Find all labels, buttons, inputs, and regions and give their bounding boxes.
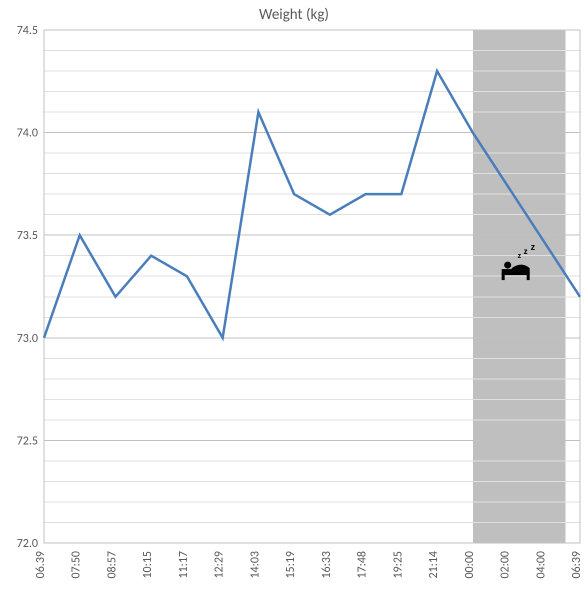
x-tick-label: 06.39: [34, 551, 48, 578]
y-tick-label: 73.5: [17, 229, 38, 243]
x-tick-label: 02:00: [499, 551, 513, 579]
chart-title: Weight (kg): [0, 6, 588, 24]
y-tick-label: 74.0: [17, 127, 38, 141]
x-tick-label: 00:00: [463, 551, 477, 579]
sleep-z: z: [518, 253, 522, 260]
y-tick-label: 72.0: [17, 537, 38, 551]
chart-canvas: 72.0 72.5 73.0 73.5 74.0 74.5 06.39 07:50 08:57 1…: [0, 0, 588, 603]
sleep-shaded-region: [473, 30, 566, 543]
x-tick-label: 14:03: [248, 551, 262, 579]
y-tick-label: 72.5: [17, 434, 38, 448]
sleep-z: z: [531, 242, 536, 252]
y-tick-label: 74.5: [17, 24, 38, 38]
x-tick-label: 07:50: [70, 551, 84, 579]
y-tick-label: 73.0: [17, 332, 38, 346]
weight-line-chart: Weight (kg) 72.0 72.5 73.0 73.5 74.0 74.5 06.3…: [0, 0, 588, 603]
x-tick-label: 10:15: [141, 551, 155, 579]
sleep-z: z: [524, 247, 528, 256]
x-tick-label: 21:14: [427, 551, 441, 579]
x-tick-label: 19:25: [391, 551, 405, 579]
x-tick-label: 06:39: [570, 551, 584, 579]
x-tick-label: 16:33: [320, 551, 334, 579]
x-tick-label: 17:48: [356, 551, 370, 579]
x-tick-label: 04:00: [534, 551, 548, 579]
x-tick-label: 12:29: [213, 551, 227, 579]
x-tick-label: 08:57: [105, 551, 119, 579]
x-tick-label: 11:17: [177, 551, 191, 579]
x-tick-label: 15:19: [284, 551, 298, 579]
